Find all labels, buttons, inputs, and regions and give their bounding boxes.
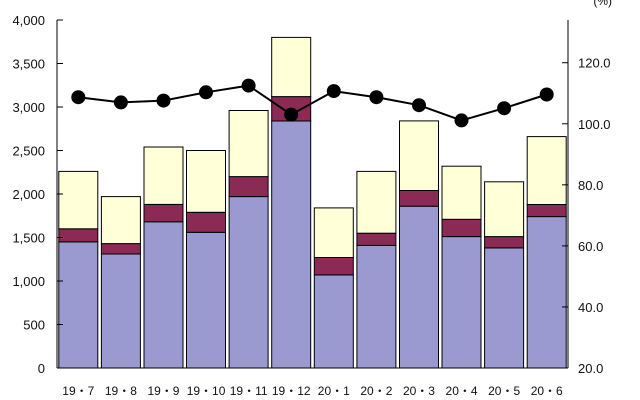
category-label: 19・9 xyxy=(147,384,179,398)
bar-segment-1-5 xyxy=(228,196,269,369)
category-labels: 19・7 19・8 19・9 19・10 19・11 19・12 20・1 20・2 20・3 2… xyxy=(62,384,563,398)
bar-segment-1-6 xyxy=(271,120,312,369)
bar-segment-3-11 xyxy=(484,181,525,238)
left-tick-label: 500 xyxy=(23,318,45,333)
category-label: 19・10 xyxy=(187,384,226,398)
category-label: 20・1 xyxy=(318,384,350,398)
bar-segment-2-4 xyxy=(186,211,226,233)
right-axis-unit: (%) xyxy=(593,0,612,8)
category-label: 19・12 xyxy=(272,384,311,398)
line-point-10 xyxy=(454,113,469,128)
line-point-6 xyxy=(284,107,299,122)
left-tick-label: 0 xyxy=(38,361,45,376)
left-axis-ticks: 0 500 1,000 1,500 2,000 2,500 3,000 3,500 4,000 xyxy=(12,13,63,376)
category-label: 20・4 xyxy=(446,384,478,398)
bar-segment-1-8 xyxy=(356,244,397,369)
right-tick-label: 120.0 xyxy=(578,56,611,71)
bar-segment-1-4 xyxy=(186,231,226,369)
right-tick-label: 60.0 xyxy=(578,239,603,254)
bar-segment-2-9 xyxy=(399,190,439,207)
bar-segment-3-8 xyxy=(356,170,397,234)
line-point-4 xyxy=(199,85,213,100)
line-point-5 xyxy=(241,78,256,93)
bar-segment-3-1 xyxy=(58,170,99,230)
left-tick-label: 3,500 xyxy=(12,57,45,72)
left-tick-label: 1,500 xyxy=(12,231,45,246)
left-tick-label: 2,000 xyxy=(12,187,45,202)
bar-segment-2-10 xyxy=(441,218,482,238)
bar-segment-2-1 xyxy=(58,228,99,243)
category-label: 20・6 xyxy=(531,384,563,398)
right-tick-label: 100.0 xyxy=(578,117,611,132)
bar-segment-2-8 xyxy=(356,232,397,246)
line-point-9 xyxy=(412,98,426,113)
bar-segment-2-3 xyxy=(143,203,184,223)
bar-segment-1-11 xyxy=(484,247,525,369)
right-tick-label: 20.0 xyxy=(578,361,603,376)
right-tick-label: 40.0 xyxy=(578,300,603,315)
left-tick-label: 2,500 xyxy=(12,144,45,159)
bar-segment-1-9 xyxy=(399,205,439,369)
bar-segment-2-11 xyxy=(484,236,525,249)
left-tick-label: 3,000 xyxy=(12,100,45,115)
category-label: 19・8 xyxy=(105,384,137,398)
bar-segment-3-3 xyxy=(143,146,184,205)
bar-segment-3-12 xyxy=(526,136,567,206)
bars-layer xyxy=(58,36,567,369)
line-point-3 xyxy=(156,93,171,108)
bar-segment-3-10 xyxy=(441,165,482,220)
right-tick-label: 80.0 xyxy=(578,178,603,193)
bar-segment-3-6 xyxy=(271,36,312,98)
line-series-layer xyxy=(71,78,554,128)
bar-segment-3-5 xyxy=(228,110,269,178)
category-label: 20・3 xyxy=(403,384,435,398)
line-series xyxy=(78,84,548,122)
bar-segment-1-3 xyxy=(143,221,184,369)
bar-segment-3-2 xyxy=(100,196,141,245)
bar-segment-1-10 xyxy=(441,236,482,369)
bar-segment-3-7 xyxy=(313,207,354,258)
bar-segment-2-5 xyxy=(228,176,269,198)
line-point-8 xyxy=(369,90,384,105)
bar-segment-1-12 xyxy=(526,216,567,369)
category-label: 20・5 xyxy=(488,384,520,398)
bar-segment-3-9 xyxy=(399,120,439,191)
bar-segment-1-7 xyxy=(313,274,354,369)
bar-segment-1-2 xyxy=(100,253,141,369)
line-point-2 xyxy=(113,95,128,110)
line-point-11 xyxy=(497,101,512,116)
bar-segment-1-1 xyxy=(58,241,99,369)
line-point-1 xyxy=(71,90,86,105)
category-label: 19・11 xyxy=(230,384,268,398)
category-label: 20・2 xyxy=(360,384,392,398)
line-point-7 xyxy=(326,84,341,99)
right-axis-ticks: 20.0 40.0 60.0 80.0 100.0 120.0 xyxy=(562,56,611,376)
bar-segment-2-2 xyxy=(100,243,141,255)
bar-segment-3-4 xyxy=(186,150,226,213)
category-label: 19・7 xyxy=(62,384,94,398)
left-tick-label: 1,000 xyxy=(12,274,45,289)
bar-segment-2-12 xyxy=(526,203,567,218)
bar-segment-2-7 xyxy=(313,257,354,276)
line-point-12 xyxy=(539,87,554,102)
left-tick-label: 4,000 xyxy=(12,13,45,28)
